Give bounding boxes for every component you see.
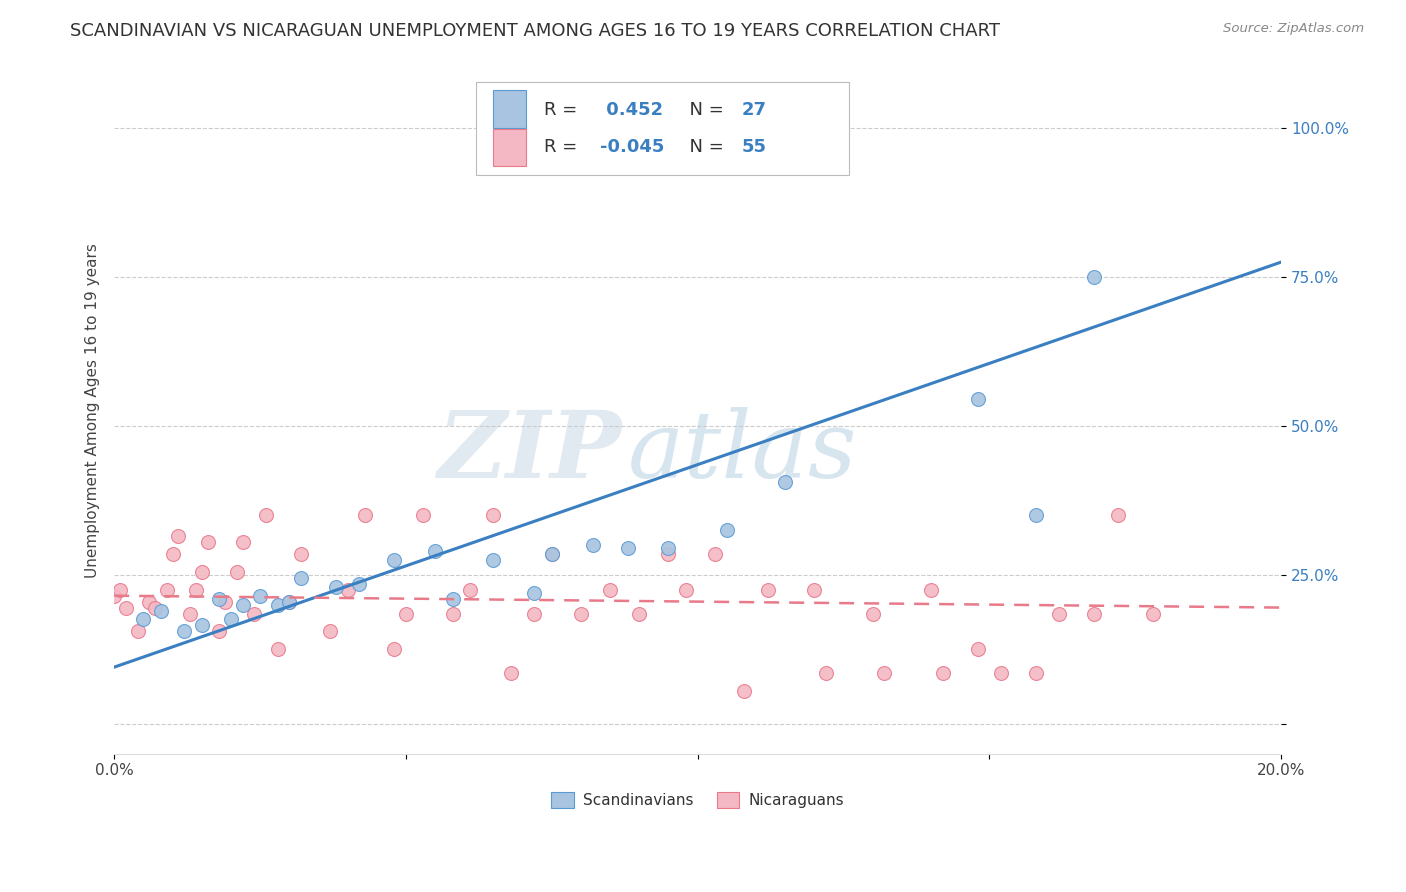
Point (103, 589, 125, 603)
Point (657, 541, 679, 555)
Point (278, 594, 301, 608)
Point (675, 582, 697, 597)
FancyBboxPatch shape (475, 82, 849, 175)
Point (540, 547, 562, 561)
Point (1025, 508, 1047, 523)
Point (290, 547, 312, 561)
Point (190, 565, 212, 579)
Point (920, 582, 942, 597)
Point (1047, 607, 1070, 621)
Text: N =: N = (678, 138, 730, 156)
Point (208, 624, 231, 639)
Y-axis label: Unemployment Among Ages 16 to 19 years: Unemployment Among Ages 16 to 19 years (86, 244, 100, 578)
Point (423, 544, 446, 558)
Point (441, 607, 464, 621)
Point (458, 582, 481, 597)
Text: R =: R = (544, 138, 582, 156)
Point (1083, 270, 1105, 285)
Point (115, 600, 138, 615)
Point (249, 589, 271, 603)
Text: 27: 27 (742, 101, 768, 119)
Point (412, 508, 434, 523)
Point (569, 607, 592, 621)
Point (441, 591, 464, 606)
Point (704, 547, 727, 561)
Point (966, 642, 988, 657)
Point (382, 642, 405, 657)
Point (319, 624, 342, 639)
Point (1142, 607, 1164, 621)
Text: ZIP: ZIP (437, 407, 621, 497)
Text: -0.045: -0.045 (599, 138, 664, 156)
Point (127, 624, 149, 639)
Point (173, 624, 195, 639)
Text: 55: 55 (742, 138, 768, 156)
Point (1083, 607, 1105, 621)
Point (149, 603, 172, 617)
Point (266, 598, 288, 612)
Point (190, 618, 212, 632)
Point (278, 594, 301, 608)
Point (184, 582, 207, 597)
Point (254, 508, 277, 523)
Point (599, 582, 621, 597)
Point (243, 607, 266, 621)
Point (214, 594, 236, 608)
Text: SCANDINAVIAN VS NICARAGUAN UNEMPLOYMENT AMONG AGES 16 TO 19 YEARS CORRELATION CH: SCANDINAVIAN VS NICARAGUAN UNEMPLOYMENT … (70, 22, 1000, 40)
Point (197, 535, 219, 549)
Point (628, 607, 651, 621)
Point (162, 547, 184, 561)
Text: N =: N = (678, 101, 730, 119)
Text: Source: ZipAtlas.com: Source: ZipAtlas.com (1223, 22, 1364, 36)
Point (540, 547, 562, 561)
Point (108, 582, 131, 597)
Text: R =: R = (544, 101, 582, 119)
Point (931, 666, 953, 681)
Point (616, 541, 638, 555)
Point (143, 600, 166, 615)
Point (325, 580, 347, 594)
Text: 0.452: 0.452 (599, 101, 662, 119)
Point (232, 598, 254, 612)
Point (773, 475, 796, 490)
Point (167, 529, 190, 543)
Legend: Scandinavians, Nicaraguans: Scandinavians, Nicaraguans (546, 786, 851, 814)
Point (156, 582, 179, 597)
Point (482, 553, 505, 567)
Point (225, 565, 247, 579)
Point (138, 594, 160, 608)
Point (657, 547, 679, 561)
Point (179, 607, 201, 621)
Point (814, 666, 837, 681)
Point (990, 666, 1012, 681)
FancyBboxPatch shape (494, 90, 526, 128)
Point (966, 392, 988, 406)
Point (208, 591, 231, 606)
Point (1025, 666, 1047, 681)
Point (873, 666, 896, 681)
Point (232, 535, 254, 549)
Point (499, 666, 522, 681)
Point (716, 523, 738, 537)
Point (132, 613, 155, 627)
Point (349, 576, 371, 591)
Point (290, 571, 312, 585)
Point (523, 585, 546, 599)
Point (523, 607, 546, 621)
Point (733, 684, 755, 698)
Point (266, 642, 288, 657)
Point (395, 607, 418, 621)
Point (354, 508, 377, 523)
Point (336, 582, 359, 597)
Point (219, 613, 242, 627)
Point (581, 538, 603, 552)
Point (1107, 508, 1129, 523)
Point (803, 582, 825, 597)
Point (862, 607, 884, 621)
Point (382, 553, 405, 567)
Point (482, 508, 505, 523)
Point (756, 582, 779, 597)
Text: atlas: atlas (627, 407, 858, 497)
FancyBboxPatch shape (494, 128, 526, 167)
